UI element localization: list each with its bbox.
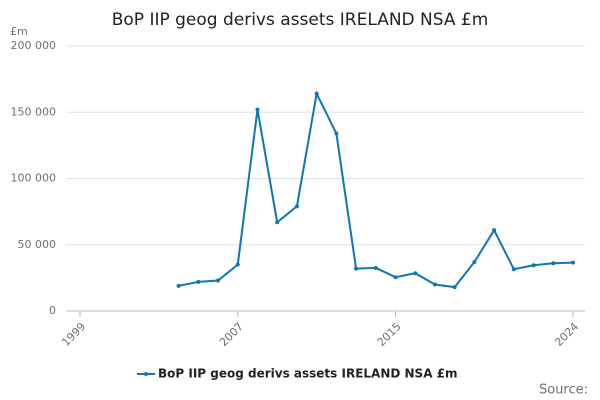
- point: [373, 265, 378, 270]
- source: Source:: [539, 383, 588, 398]
- x-tick-label: 1999: [59, 320, 88, 349]
- chart-title: BoP IIP geog derivs assets IRELAND NSA £…: [112, 10, 489, 30]
- legend-label: BoP IIP geog derivs assets IRELAND NSA £…: [158, 367, 458, 381]
- x-tick-label: 2024: [552, 320, 581, 349]
- point: [571, 260, 575, 265]
- y-unit: £m: [10, 25, 28, 38]
- point: [432, 282, 437, 287]
- point: [472, 259, 477, 264]
- x-tick-label: 2015: [375, 320, 404, 349]
- point: [275, 220, 280, 225]
- point: [235, 262, 240, 267]
- y-tick-label: 100 000: [11, 172, 57, 185]
- series-line: [178, 90, 574, 289]
- y-tick-label: 150 000: [11, 105, 57, 118]
- point: [413, 271, 418, 276]
- point: [255, 107, 260, 112]
- point: [176, 283, 181, 288]
- point: [492, 228, 497, 233]
- point: [294, 204, 299, 209]
- legend-marker: [144, 372, 148, 376]
- point: [531, 263, 536, 268]
- y-tick-label: 50 000: [18, 238, 57, 251]
- y-tick-label: 0: [49, 304, 56, 317]
- point: [354, 266, 359, 271]
- x-tick-label: 2007: [217, 320, 246, 349]
- point: [216, 278, 221, 283]
- point: [551, 261, 556, 266]
- point: [334, 131, 339, 136]
- point: [452, 285, 457, 290]
- point: [314, 91, 319, 96]
- y-tick-label: 200 000: [11, 39, 57, 52]
- point: [196, 279, 201, 284]
- point: [393, 275, 398, 280]
- point: [511, 267, 516, 272]
